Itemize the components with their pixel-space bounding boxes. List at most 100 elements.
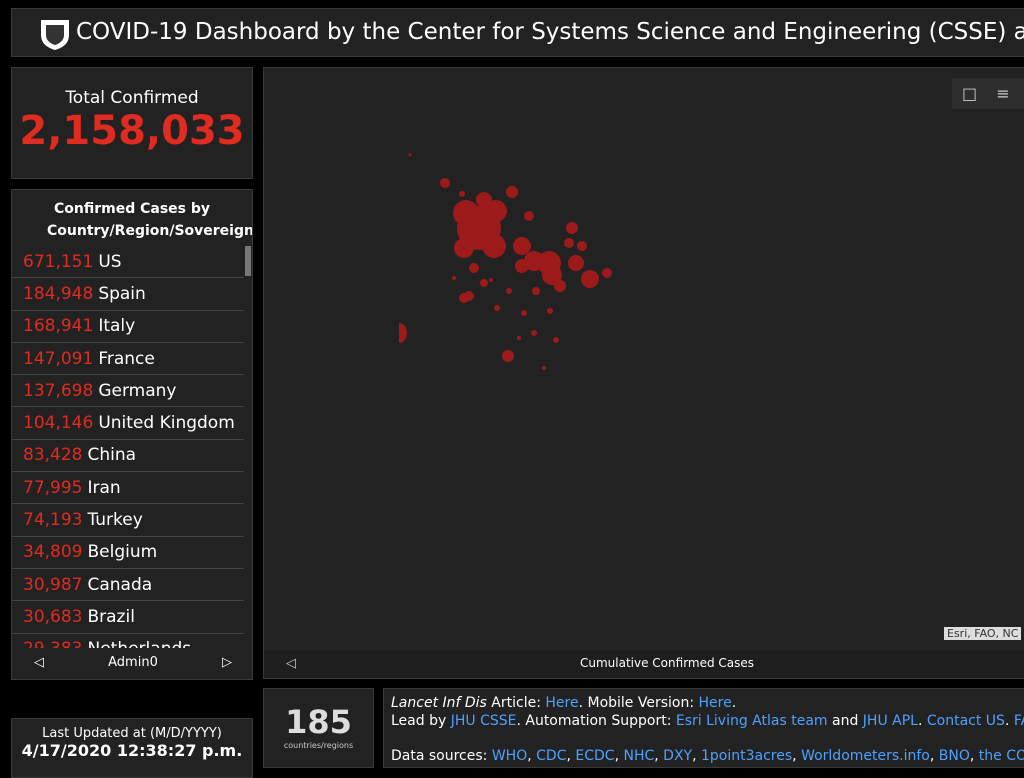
link[interactable]: BNO: [938, 748, 970, 764]
link[interactable]: the COVID: [978, 748, 1024, 764]
list-row[interactable]: 30,683 Brazil: [12, 601, 244, 634]
row-name: Canada: [87, 574, 153, 595]
map-toolbar: □ ≡: [952, 78, 1024, 109]
link[interactable]: NHC: [623, 748, 655, 764]
text: ,: [792, 748, 802, 764]
row-count: 77,995: [23, 477, 83, 498]
list-row[interactable]: 184,948 Spain: [12, 278, 244, 311]
row-count: 137,698: [23, 380, 94, 401]
list-row[interactable]: 30,987 Canada: [12, 569, 244, 602]
list: 671,151 US 184,948 Spain 168,941 Italy 147,091…: [12, 246, 244, 666]
link[interactable]: JHU APL: [862, 713, 918, 729]
text: .: [1004, 713, 1014, 729]
row-name: Italy: [98, 316, 136, 337]
list-row[interactable]: 34,809 Belgium: [12, 537, 244, 569]
text: ,: [654, 748, 664, 764]
text: .: [917, 713, 927, 729]
text: .: [731, 695, 737, 711]
list-row[interactable]: 77,995 Iran: [12, 472, 244, 505]
list-row[interactable]: 83,428 China: [12, 440, 244, 473]
bookmark-button[interactable]: □: [962, 84, 978, 103]
total-panel: Total Confirmed 2,158,033: [11, 67, 253, 179]
text: Lead by: [391, 713, 451, 729]
row-count: 168,941: [23, 316, 94, 337]
map-bubbles: [399, 153, 612, 370]
row-name: Germany: [98, 380, 177, 401]
text: ,: [692, 748, 702, 764]
text: ,: [929, 748, 939, 764]
row-name: United Kingdom: [98, 413, 235, 434]
text: . Automation Support:: [516, 713, 676, 729]
link[interactable]: WHO: [491, 748, 528, 764]
link[interactable]: FAQ: [1013, 713, 1024, 729]
legend-button[interactable]: ≡: [996, 84, 1010, 103]
scrollbar[interactable]: [245, 246, 251, 276]
total-value: 2,158,033: [19, 108, 245, 154]
countries-panel: 185 countries/regions: [263, 688, 374, 768]
row-count: 34,809: [23, 542, 83, 563]
row-count: 147,091: [23, 348, 94, 369]
text: Article:: [486, 695, 546, 711]
footer-line: Data sources: WHO, CDC, ECDC, NHC, DXY, …: [391, 748, 1024, 766]
text: and: [827, 713, 863, 729]
row-count: 184,948: [23, 283, 94, 304]
header: COVID-19 Dashboard by the Center for Sys…: [11, 8, 1024, 57]
footer-panel: Lancet Inf Dis Article: Here. Mobile Ver…: [383, 688, 1024, 768]
link[interactable]: Esri Living Atlas team: [675, 713, 828, 729]
footer-line: Lead by JHU CSSE. Automation Support: Es…: [391, 713, 1024, 731]
link[interactable]: DXY: [663, 748, 693, 764]
updated-label: Last Updated at (M/D/YYYY): [42, 726, 222, 741]
list-panel: Confirmed Cases by Country/Region/Sovere…: [11, 189, 253, 680]
list-row[interactable]: 74,193 Turkey: [12, 504, 244, 537]
link[interactable]: Here: [545, 695, 579, 711]
link[interactable]: Contact US: [926, 713, 1005, 729]
row-count: 74,193: [23, 510, 83, 531]
tab-prev[interactable]: ◁: [286, 656, 296, 671]
list-title: Confirmed Cases by Country/Region/Sovere…: [47, 201, 253, 239]
row-name: Iran: [87, 477, 121, 498]
title: COVID-19 Dashboard by the Center for Sys…: [76, 19, 1024, 45]
map[interactable]: □ ≡ Esri, FAO, NC ◁ Cumulative Confirmed…: [263, 67, 1024, 679]
updated-panel: Last Updated at (M/D/YYYY) 4/17/2020 12:…: [11, 718, 253, 778]
list-row[interactable]: 147,091 France: [12, 343, 244, 376]
text: . Mobile Version:: [578, 695, 699, 711]
link[interactable]: Worldometers.info: [801, 748, 930, 764]
row-name: Brazil: [87, 606, 135, 627]
next-arrow[interactable]: ▷: [222, 655, 232, 670]
footer-line: Lancet Inf Dis Article: Here. Mobile Ver…: [391, 695, 1024, 713]
row-count: 30,683: [23, 606, 83, 627]
list-footer: ◁ Admin0 ▷: [12, 648, 252, 679]
journal: Lancet Inf Dis: [391, 695, 487, 711]
text: ,: [969, 748, 979, 764]
text: ,: [614, 748, 624, 764]
row-count: 104,146: [23, 413, 94, 434]
text: ,: [527, 748, 537, 764]
list-row[interactable]: 104,146 United Kingdom: [12, 407, 244, 440]
map-caption: Cumulative Confirmed Cases: [580, 656, 755, 670]
logo: [41, 20, 69, 50]
row-count: 83,428: [23, 445, 83, 466]
list-row[interactable]: 168,941 Italy: [12, 311, 244, 343]
row-name: US: [98, 251, 122, 272]
link[interactable]: ECDC: [575, 748, 615, 764]
updated-value: 4/17/2020 12:38:27 p.m.: [21, 741, 243, 760]
map-tabs: ◁ Cumulative Confirmed Cases: [264, 650, 1024, 678]
link[interactable]: CDC: [536, 748, 567, 764]
row-count: 30,987: [23, 574, 83, 595]
list-row[interactable]: 137,698 Germany: [12, 375, 244, 408]
row-name: Spain: [98, 283, 146, 304]
attribution: Esri, FAO, NC: [944, 627, 1022, 640]
countries-value: 185: [285, 703, 352, 741]
link[interactable]: 1point3acres: [701, 748, 793, 764]
row-name: Belgium: [87, 542, 158, 563]
row-count: 671,151: [23, 251, 94, 272]
text: ,: [566, 748, 576, 764]
link[interactable]: JHU CSSE: [450, 713, 517, 729]
row-name: Turkey: [87, 510, 143, 531]
link[interactable]: Here: [698, 695, 732, 711]
row-name: China: [87, 445, 137, 466]
prev-arrow[interactable]: ◁: [34, 655, 44, 670]
list-row[interactable]: 671,151 US: [12, 246, 244, 279]
text: Data sources:: [391, 748, 492, 764]
